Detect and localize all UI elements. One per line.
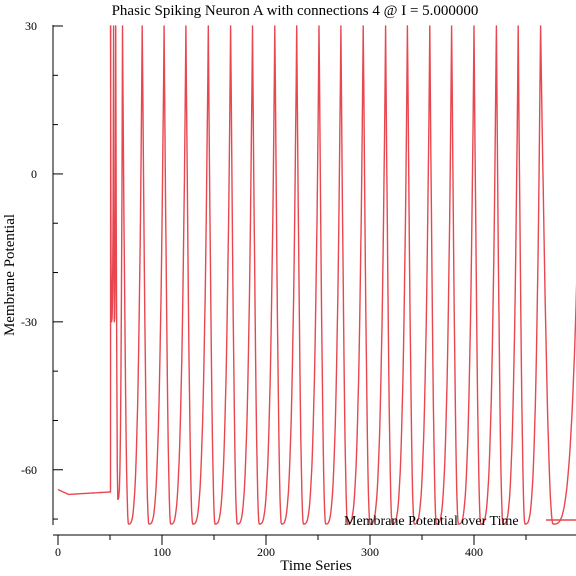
y-axis-ticks: 30 0 -30 -60 xyxy=(21,19,63,520)
y-axis-label: Membrane Potential xyxy=(2,214,18,336)
plot-area: 300-30-60 0 100 200 300 400 xyxy=(21,19,576,559)
x-axis-label: Time Series xyxy=(280,558,352,574)
x-tick-label: 0 xyxy=(55,545,61,559)
legend: Membrane Potential over Time xyxy=(344,514,576,529)
y-tick-label: 0 xyxy=(31,167,37,181)
y-tick-label: -60 xyxy=(21,463,37,477)
x-tick-label: 100 xyxy=(153,545,171,559)
x-tick-label: 400 xyxy=(465,545,483,559)
x-tick-label: 300 xyxy=(361,545,379,559)
x-tick-label: 200 xyxy=(257,545,275,559)
x-axis-ticks: 0 100 200 300 400 xyxy=(55,535,527,559)
chart-title: Phasic Spiking Neuron A with connections… xyxy=(112,3,479,19)
legend-label: Membrane Potential over Time xyxy=(344,514,519,529)
y-tick-label: 30 xyxy=(25,19,37,33)
series-line xyxy=(57,25,576,525)
y-tick-label: -30 xyxy=(21,315,37,329)
